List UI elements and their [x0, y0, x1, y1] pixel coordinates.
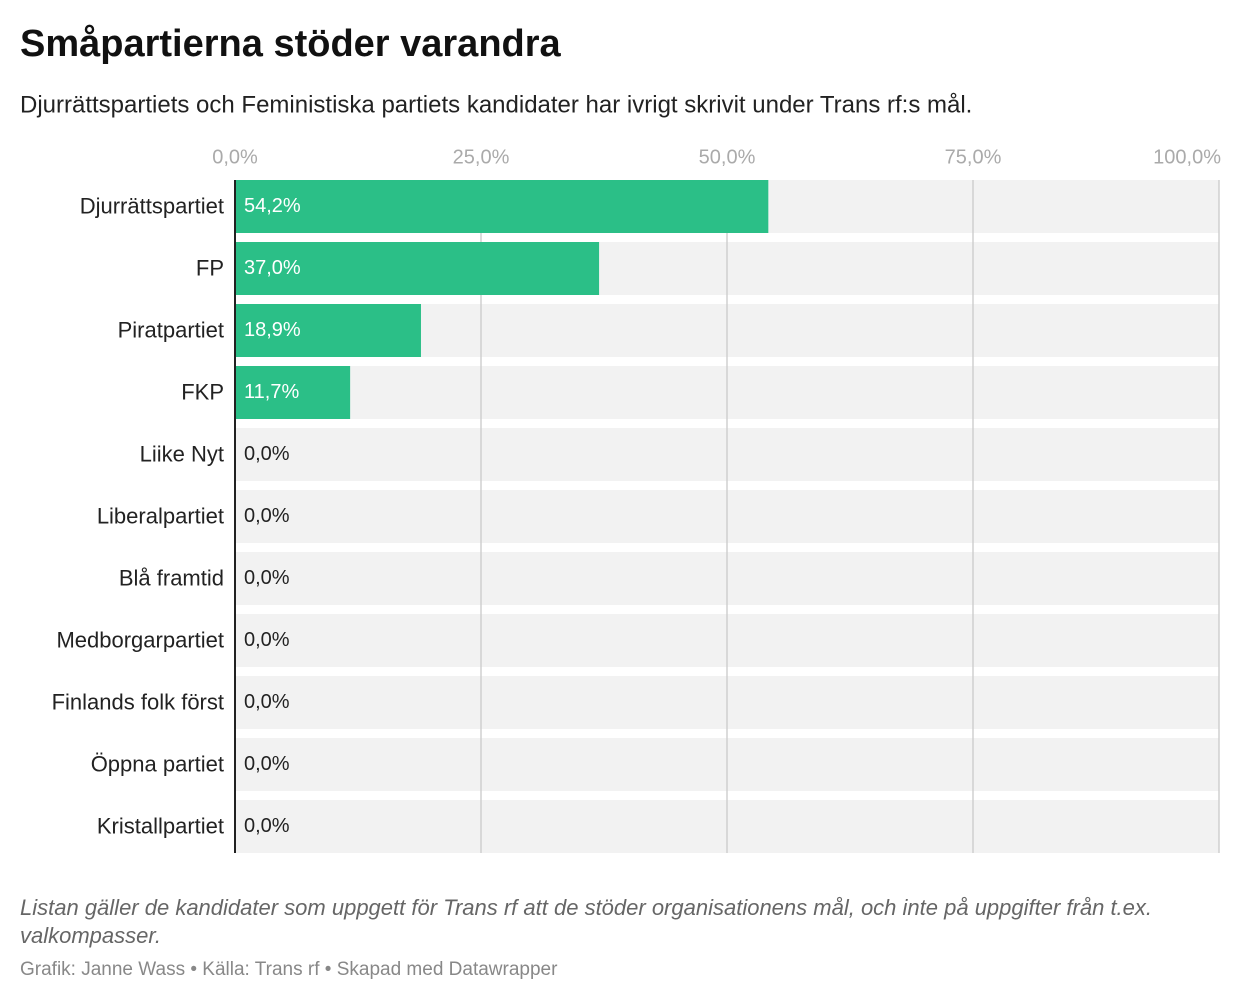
value-label: 0,0%	[244, 815, 290, 837]
bar	[235, 242, 600, 295]
category-label: FKP	[181, 379, 224, 404]
category-label: Medborgarpartiet	[56, 627, 224, 652]
category-label: Liike Nyt	[140, 441, 224, 466]
credit: Grafik: Janne Wass • Källa: Trans rf • S…	[20, 959, 558, 980]
category-label: Blå framtid	[119, 565, 224, 590]
category-label: Öppna partiet	[91, 751, 224, 776]
x-tick-label: 75,0%	[945, 146, 1002, 168]
category-label: FP	[196, 255, 224, 280]
category-label: Djurrättspartiet	[80, 193, 224, 218]
value-label: 37,0%	[244, 257, 301, 279]
category-label: Finlands folk först	[52, 689, 224, 714]
x-tick-label: 50,0%	[699, 146, 756, 168]
value-label: 18,9%	[244, 319, 301, 341]
x-tick-label: 25,0%	[453, 146, 510, 168]
value-label: 0,0%	[244, 753, 290, 775]
value-label: 0,0%	[244, 443, 290, 465]
category-label: Liberalpartiet	[97, 503, 224, 528]
value-label: 0,0%	[244, 567, 290, 589]
category-label: Kristallpartiet	[97, 813, 224, 838]
bar	[235, 366, 351, 419]
bar	[235, 180, 769, 233]
chart: Småpartierna stöder varandra Djurrättspa…	[20, 23, 1221, 853]
chart-subtitle: Djurrättspartiets och Feministiska parti…	[20, 91, 972, 118]
note: Listan gäller de kandidater som uppgett …	[20, 895, 1153, 948]
value-label: 11,7%	[244, 381, 299, 403]
value-label: 0,0%	[244, 691, 290, 713]
value-label: 54,2%	[244, 195, 301, 217]
category-label: Piratpartiet	[118, 317, 224, 342]
value-label: 0,0%	[244, 629, 290, 651]
value-label: 0,0%	[244, 505, 290, 527]
x-tick-label: 100,0%	[1153, 146, 1221, 168]
bar	[235, 304, 421, 357]
chart-title: Småpartierna stöder varandra	[20, 23, 562, 65]
x-tick-label: 0,0%	[212, 146, 258, 168]
